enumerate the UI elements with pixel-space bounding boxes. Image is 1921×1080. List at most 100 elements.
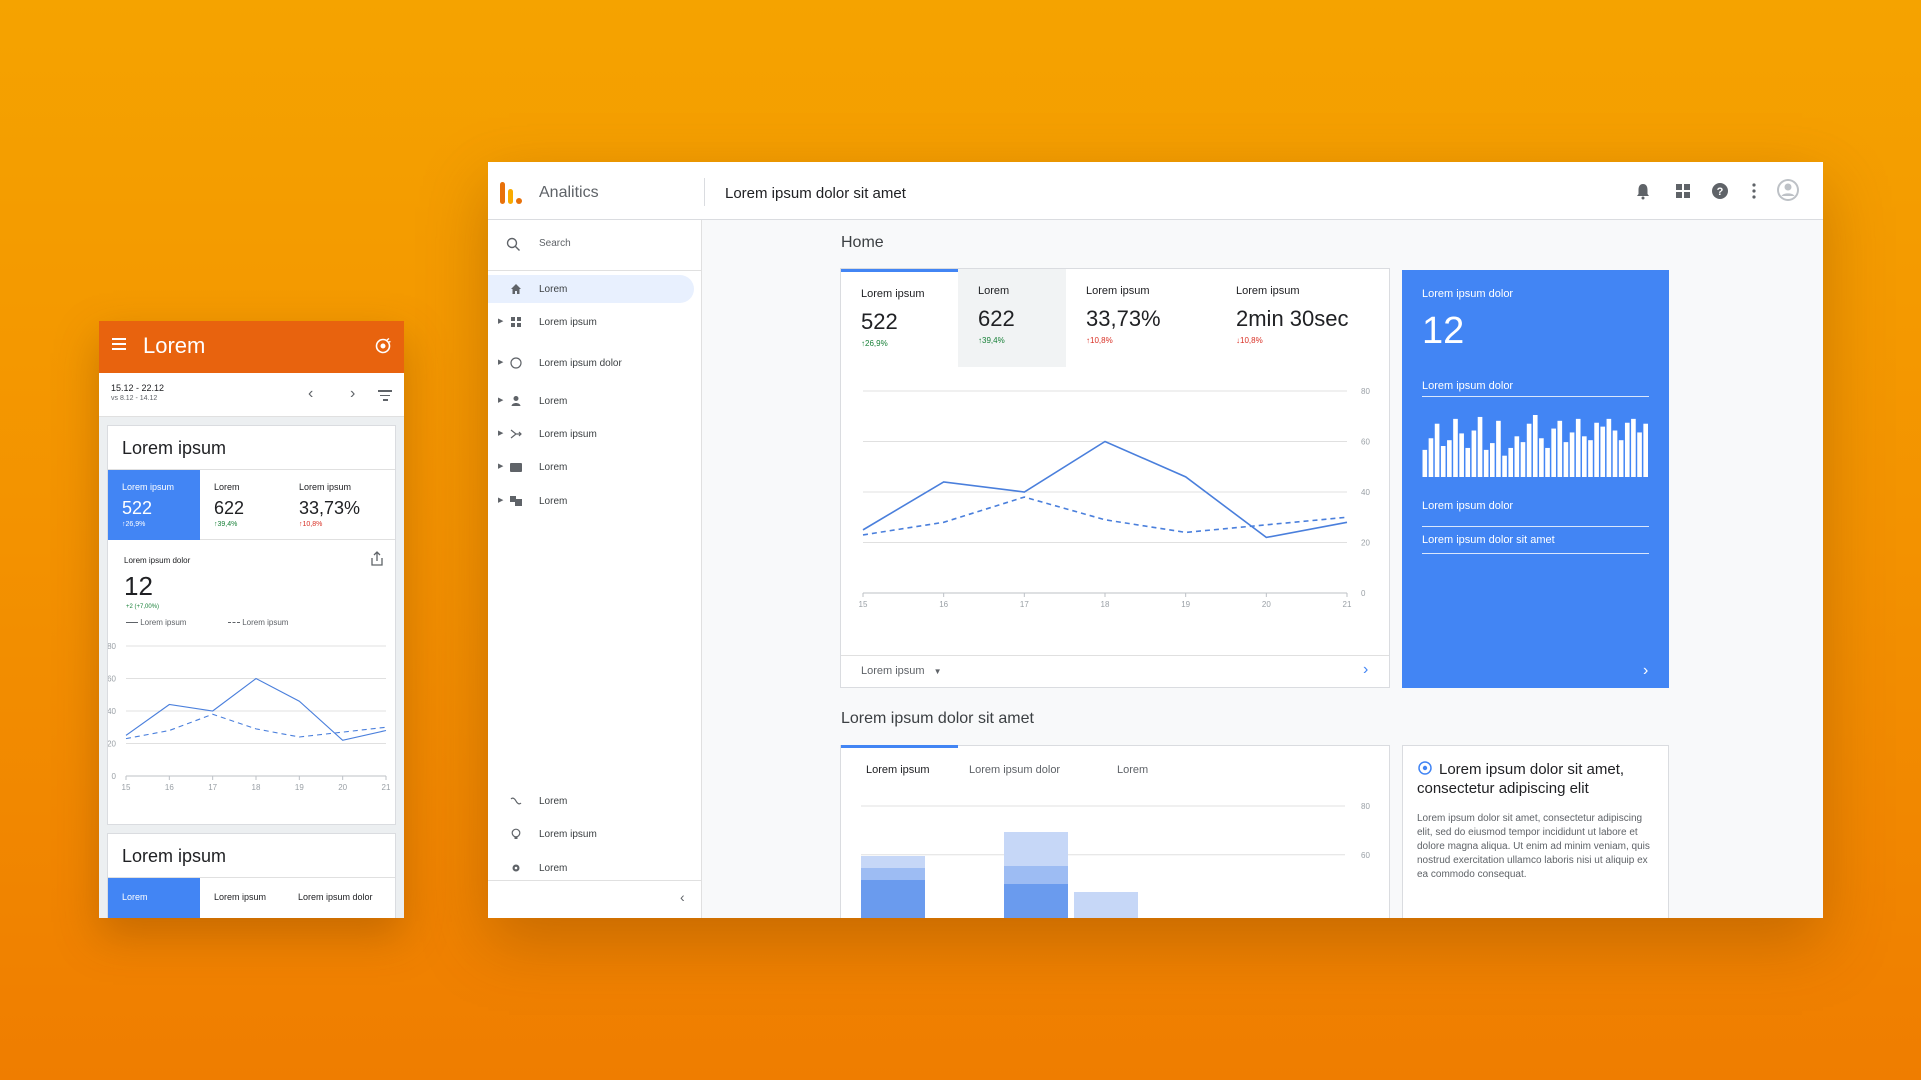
y-tick-label: 80: [1361, 802, 1370, 811]
tab-change: ↑10,8%: [299, 521, 323, 528]
bar: [1508, 447, 1514, 477]
sidebar-item-admin[interactable]: Lorem: [488, 854, 694, 882]
bar: [1624, 422, 1630, 477]
metric-tab[interactable]: Lorem ipsum 33,73% ↑10,8%: [285, 470, 395, 540]
analytics-logo-icon: [500, 182, 522, 204]
date-range[interactable]: 15.12 - 22.12: [111, 383, 165, 393]
account-icon[interactable]: [1776, 178, 1800, 202]
kpi-change: ↑39,4%: [978, 336, 1005, 345]
insight-card: Lorem ipsum dolor sit amet, consectetur …: [1402, 745, 1669, 918]
mobile-tab[interactable]: Lorem: [108, 878, 200, 918]
bar: [1459, 433, 1464, 477]
help-icon[interactable]: ?: [1711, 182, 1729, 200]
x-tick-label: 17: [1020, 600, 1029, 609]
tab-label: Lorem ipsum: [122, 482, 175, 492]
x-tick-label: 19: [295, 783, 304, 792]
kpi-tab[interactable]: Lorem ipsum 522 ↑26,9%: [841, 269, 958, 367]
share-icon[interactable]: [370, 551, 384, 567]
y-tick-label: 0: [112, 772, 117, 781]
bar: [1588, 440, 1593, 477]
search-input[interactable]: Search: [488, 220, 702, 271]
tab-label: Lorem ipsum: [299, 482, 352, 492]
bar: [1465, 447, 1471, 477]
divider: [1422, 553, 1649, 554]
home-icon: [511, 284, 521, 294]
sidebar-item-attribution[interactable]: Lorem: [488, 787, 694, 815]
kpi-tab[interactable]: Lorem ipsum 33,73% ↑10,8%: [1066, 269, 1216, 367]
sidebar-item-label: Lorem: [539, 396, 568, 407]
chevron-right-icon[interactable]: ›: [1363, 661, 1369, 678]
dropdown-value: Lorem ipsum: [861, 665, 925, 677]
series-line-solid: [125, 677, 387, 741]
mobile-app-title: Lorem: [143, 333, 206, 358]
sidebar-item-acquisition[interactable]: ▶ Lorem ipsum: [488, 420, 694, 448]
more-vert-icon[interactable]: [1745, 182, 1763, 200]
metric-value: 12: [124, 571, 153, 601]
chevron-left-icon[interactable]: ‹: [308, 385, 314, 402]
realtime-row-label: Lorem ipsum dolor: [1422, 500, 1514, 512]
kpi-tab[interactable]: Lorem 622 ↑39,4%: [958, 269, 1066, 367]
sidebar-item-conversions[interactable]: ▶ Lorem: [488, 487, 694, 515]
bar: [1489, 443, 1495, 477]
kpi-label: Lorem ipsum: [1236, 285, 1300, 297]
sidebar-item-audience[interactable]: ▶ Lorem: [488, 387, 694, 415]
bar: [1600, 426, 1606, 477]
tab-value: 622: [214, 498, 245, 518]
sidebar-item-label: Lorem ipsum: [539, 429, 597, 440]
mobile-tab[interactable]: Lorem ipsum: [214, 892, 267, 902]
legend-dashed: Lorem ipsum: [228, 618, 288, 627]
kpi-tab[interactable]: Lorem ipsum 2min 30sec ↓10,8%: [1216, 269, 1386, 367]
desktop-app: Analitics Lorem ipsum dolor sit amet ?: [488, 162, 1823, 918]
y-tick-label: 0: [1361, 589, 1366, 598]
sidebar-item-realtime[interactable]: ▶ Lorem ipsum dolor: [488, 349, 694, 377]
collapse-sidebar-icon[interactable]: ‹: [680, 889, 685, 905]
lightbulb-icon: [511, 828, 521, 839]
sidebar-item-discover[interactable]: Lorem ipsum: [488, 820, 694, 848]
expand-arrow-icon: ▶: [498, 497, 504, 504]
metric-tab[interactable]: Lorem ipsum 522 ↑26,9%: [108, 470, 200, 540]
search-placeholder: Search: [539, 238, 571, 249]
y-tick-label: 60: [108, 675, 117, 684]
chevron-right-icon[interactable]: ›: [350, 385, 356, 402]
expand-arrow-icon: ▶: [498, 463, 504, 470]
metric-tab[interactable]: Lorem 622 ↑39,4%: [200, 470, 285, 540]
bar: [1428, 438, 1434, 477]
line-chart: 0 20 40 60 80 15 16 17 18 19 20 21: [859, 387, 1371, 609]
metric-change: +2 (+7,00%): [126, 604, 160, 610]
bar: [1502, 455, 1507, 477]
bell-icon[interactable]: [1634, 182, 1652, 200]
insights-icon[interactable]: [374, 337, 392, 355]
kpi-change: ↑10,8%: [1086, 336, 1113, 345]
y-tick-label: 40: [108, 707, 117, 716]
sidebar-item-label: Lorem: [539, 284, 568, 295]
x-tick-label: 17: [208, 783, 217, 792]
series-line-solid: [862, 440, 1348, 539]
menu-icon[interactable]: [112, 338, 126, 350]
mobile-overview-card: Lorem ipsum Lorem ipsum 522 ↑26,9% Lorem…: [107, 425, 396, 825]
sidebar-item-reports[interactable]: ▶ Lorem ipsum: [488, 308, 694, 336]
apps-grid-icon[interactable]: [1674, 182, 1692, 200]
page-title: Lorem ipsum dolor sit amet: [725, 185, 906, 202]
chart-tab[interactable]: Lorem ipsum: [866, 764, 930, 776]
x-tick-label: 21: [1343, 600, 1352, 609]
sidebar-item-behavior[interactable]: ▶ Lorem: [488, 453, 694, 481]
expand-arrow-icon: ▶: [498, 359, 504, 366]
mobile-tab[interactable]: Lorem ipsum dolor: [298, 892, 373, 902]
bar: [1483, 449, 1489, 477]
bar: [1594, 422, 1599, 477]
divider: [488, 880, 702, 881]
metric-dropdown[interactable]: Lorem ipsum ▼: [861, 665, 942, 677]
expand-arrow-icon: ▶: [498, 318, 504, 325]
sidebar-item-home[interactable]: Lorem: [488, 275, 694, 303]
realtime-row-label: Lorem ipsum dolor sit amet: [1422, 534, 1555, 546]
bar: [1447, 440, 1452, 477]
filter-icon[interactable]: [378, 390, 392, 404]
bar-segment: [861, 880, 925, 918]
realtime-card: Lorem ipsum dolor 12 Lorem ipsum dolor L…: [1402, 270, 1669, 688]
realtime-subtitle: Lorem ipsum dolor: [1422, 380, 1514, 392]
chart-tab[interactable]: Lorem ipsum dolor: [969, 764, 1061, 776]
chevron-right-icon[interactable]: ›: [1643, 662, 1649, 679]
section-title-home: Home: [841, 234, 884, 251]
y-tick-label: 20: [1361, 539, 1370, 548]
chart-tab[interactable]: Lorem: [1117, 764, 1149, 776]
